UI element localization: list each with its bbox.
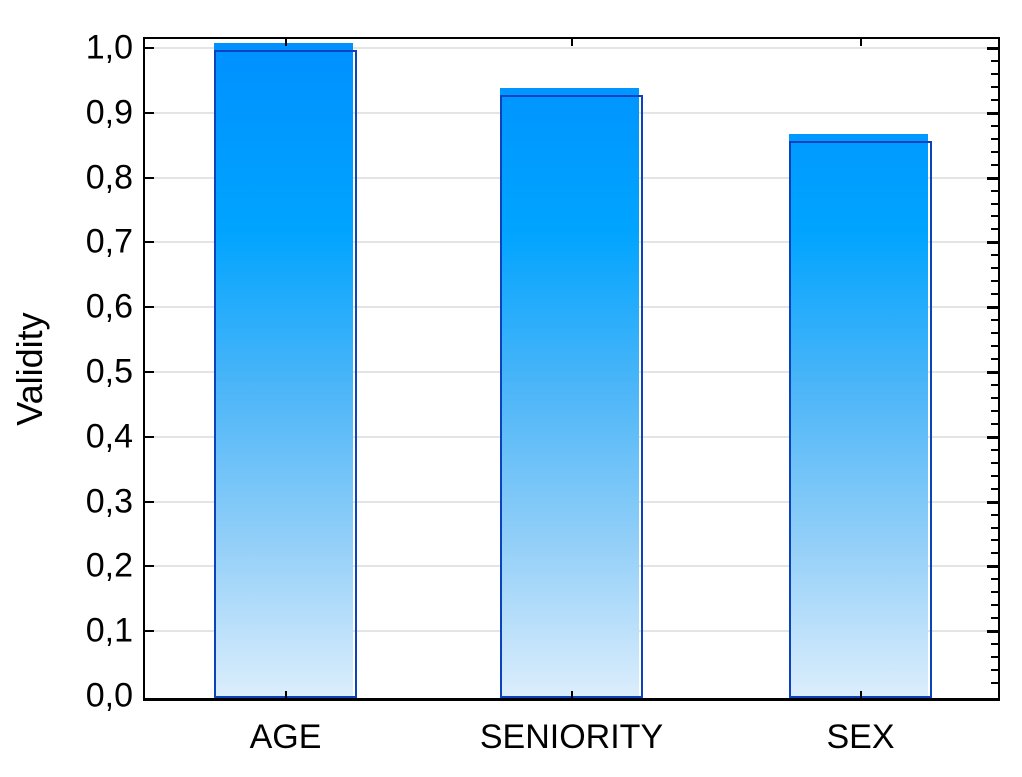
y-axis-minor-tick-right xyxy=(991,280,998,283)
y-axis-minor-tick-right xyxy=(991,552,998,555)
y-axis-major-tick-left xyxy=(145,111,154,114)
y-axis-minor-tick-right xyxy=(991,345,998,348)
y-axis-minor-tick-right xyxy=(991,474,998,477)
x-axis-tick-bottom xyxy=(570,691,573,698)
plot-inner xyxy=(145,39,998,698)
bar-fill xyxy=(214,43,353,698)
y-axis-minor-tick-right xyxy=(991,682,998,685)
y-axis-tick-label: 0,2 xyxy=(85,546,133,585)
y-axis-tick-label: 0,1 xyxy=(85,611,133,650)
y-axis-minor-tick-right xyxy=(991,59,998,62)
x-axis-tick-top xyxy=(570,39,573,46)
y-axis-minor-tick-right xyxy=(991,461,998,464)
plot-area xyxy=(143,37,1000,701)
y-axis-major-tick-right xyxy=(987,241,998,245)
x-axis-category-label: AGE xyxy=(249,718,322,756)
y-axis-minor-tick-right xyxy=(991,487,998,490)
y-axis-major-tick-left xyxy=(145,371,154,373)
y-axis-tick-label: 0,0 xyxy=(85,676,133,715)
y-axis-minor-tick-right xyxy=(991,526,998,529)
y-axis-minor-tick-right xyxy=(991,293,998,296)
x-axis-category-label: SENIORITY xyxy=(479,718,664,756)
y-axis-minor-tick-right xyxy=(991,150,998,153)
y-axis-major-tick-right xyxy=(987,500,998,504)
y-axis-tick-label: 0,9 xyxy=(85,93,133,132)
x-axis-tick-bottom xyxy=(859,691,862,698)
y-axis-minor-tick-right xyxy=(991,254,998,257)
y-axis-major-tick-left xyxy=(145,630,154,633)
x-axis-tick-top xyxy=(284,39,287,46)
y-axis-minor-tick-right xyxy=(991,448,998,451)
y-axis-minor-tick-right xyxy=(991,163,998,166)
y-axis-tick-label: 0,7 xyxy=(85,222,133,261)
y-axis-minor-tick-right xyxy=(991,617,998,620)
y-axis-minor-tick-right xyxy=(991,409,998,412)
y-axis-major-tick-left xyxy=(145,500,154,503)
y-axis-minor-tick-right xyxy=(991,267,998,270)
y-axis-minor-tick-right xyxy=(991,539,998,542)
y-axis-major-tick-right xyxy=(987,630,998,634)
bar xyxy=(214,43,357,698)
gridline xyxy=(145,47,998,49)
y-axis-tick-label: 0,6 xyxy=(85,287,133,326)
y-axis-minor-tick-right xyxy=(991,656,998,659)
bar-fill xyxy=(789,134,928,698)
y-axis-minor-tick-right xyxy=(991,669,998,672)
y-axis-minor-tick-right xyxy=(991,422,998,425)
y-axis-minor-tick-right xyxy=(991,578,998,581)
x-axis-category-label: SEX xyxy=(826,718,895,756)
y-axis-minor-tick-right xyxy=(991,228,998,231)
bar xyxy=(789,134,932,698)
bar-outline xyxy=(789,141,932,698)
y-axis-major-tick-left xyxy=(145,306,154,309)
y-axis-minor-tick-right xyxy=(991,137,998,140)
y-axis-minor-tick-right xyxy=(991,643,998,646)
y-axis-minor-tick-right xyxy=(991,332,998,335)
y-axis-major-tick-left xyxy=(145,47,154,49)
y-axis-tick-label: 0,3 xyxy=(85,482,133,521)
y-axis-minor-tick-right xyxy=(991,396,998,399)
y-axis-major-tick-left xyxy=(145,176,154,179)
y-axis-minor-tick-right xyxy=(991,319,998,322)
y-axis-major-tick-right xyxy=(987,306,998,310)
bar-outline xyxy=(214,50,357,698)
y-axis-major-tick-left xyxy=(145,565,154,568)
bar-outline xyxy=(500,95,643,698)
y-axis-minor-tick-right xyxy=(991,215,998,218)
y-axis-major-tick-right xyxy=(987,176,998,180)
x-axis-tick-bottom xyxy=(284,691,287,698)
bar xyxy=(500,88,643,698)
y-axis-minor-tick-right xyxy=(991,383,998,386)
y-axis-tick-label: 0,8 xyxy=(85,158,133,197)
y-axis-major-tick-right xyxy=(987,371,998,374)
y-axis-minor-tick-right xyxy=(991,72,998,75)
x-axis-tick-top xyxy=(859,39,862,46)
y-axis-major-tick-right xyxy=(987,435,998,439)
y-axis-minor-tick-right xyxy=(991,591,998,594)
y-axis-minor-tick-right xyxy=(991,358,998,361)
y-axis-minor-tick-right xyxy=(991,513,998,516)
y-axis-major-tick-right xyxy=(987,111,998,115)
y-axis-tick-label: 0,4 xyxy=(85,417,133,456)
y-axis-minor-tick-right xyxy=(991,85,998,88)
y-axis-tick-label: 1,0 xyxy=(85,28,133,67)
y-axis-minor-tick-right xyxy=(991,189,998,192)
y-axis-minor-tick-right xyxy=(991,202,998,205)
y-axis-minor-tick-right xyxy=(991,604,998,607)
y-axis-title: Validity xyxy=(9,312,50,426)
y-axis-major-tick-left xyxy=(145,241,154,244)
y-axis-tick-label: 0,5 xyxy=(85,352,133,391)
y-axis-major-tick-right xyxy=(987,47,998,50)
y-axis-minor-tick-right xyxy=(991,98,998,101)
y-axis-major-tick-right xyxy=(987,565,998,569)
y-axis-major-tick-left xyxy=(145,435,154,438)
y-axis-minor-tick-right xyxy=(991,124,998,127)
bar-fill xyxy=(500,88,639,698)
